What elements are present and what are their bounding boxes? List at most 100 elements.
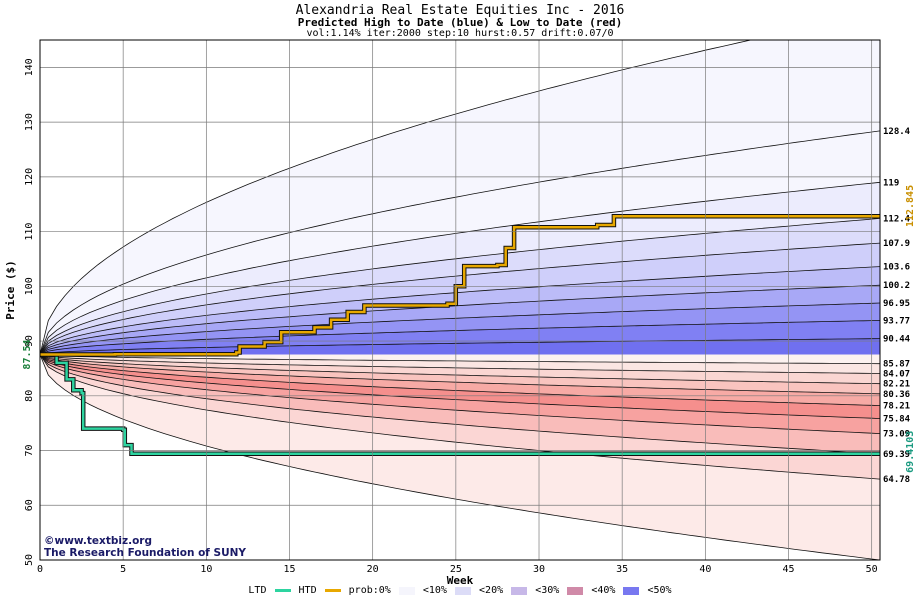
band-end-label: 119 <box>883 178 899 188</box>
lower-band-line-8 <box>40 354 880 480</box>
lower-band-line-3 <box>40 354 880 395</box>
band-end-label: 75.84 <box>883 415 911 425</box>
band-end-label: 128.4 <box>883 127 911 137</box>
upper-band-5 <box>40 243 880 355</box>
band-end-label: 84.07 <box>883 370 910 380</box>
legend-item-50: <50% <box>647 585 672 596</box>
htd-final-label: 112.845 <box>905 185 916 227</box>
lower-band-6 <box>40 354 880 434</box>
upper-band-0 <box>40 338 880 355</box>
x-tick-label: 5 <box>120 564 126 575</box>
band-end-label: 90.44 <box>883 335 911 345</box>
lower-band-line-5 <box>40 354 880 419</box>
credit-url-text: www.textbiz.org <box>54 535 152 547</box>
lower-band-5 <box>40 354 880 419</box>
x-tick-label: 45 <box>782 564 794 575</box>
ltd-final-label: 69.4103 <box>905 431 916 473</box>
upper-band-3 <box>40 285 880 355</box>
x-tick-label: 0 <box>37 564 43 575</box>
lower-band-line-7 <box>40 354 880 455</box>
y-axis-label: Price ($) <box>4 260 17 320</box>
y-tick-label: 90 <box>24 335 35 347</box>
legend-prob-label: prob:0% <box>348 585 391 596</box>
x-tick-label: 10 <box>200 564 212 575</box>
band-end-label: 96.95 <box>883 299 910 309</box>
upper-band-9 <box>40 40 880 355</box>
plot-border <box>39 39 881 561</box>
lower-band-line-0 <box>40 354 880 365</box>
band-end-label: 107.9 <box>883 239 910 249</box>
y-tick-label: 120 <box>24 168 35 186</box>
band-end-label: 64.78 <box>883 475 910 485</box>
band-end-label: 112.4 <box>883 214 911 224</box>
legend-ltd-label: LTD <box>248 585 267 596</box>
band-end-label: 69.39 <box>883 450 910 460</box>
x-tick-label: 50 <box>866 564 878 575</box>
upper-band-line-6 <box>40 218 880 355</box>
band-end-label: 82.21 <box>883 380 910 390</box>
upper-band-line-5 <box>40 242 880 355</box>
y-tick-label: 130 <box>24 113 35 131</box>
upper-band-line-2 <box>40 302 880 355</box>
legend-swatch-30 <box>511 586 528 595</box>
lower-band-9 <box>40 354 880 560</box>
x-tick-label: 35 <box>616 564 628 575</box>
legend-swatch-10 <box>398 586 415 595</box>
bands-group <box>40 40 880 560</box>
lower-band-0 <box>40 354 880 364</box>
legend-htd-label: HTD <box>298 585 317 596</box>
upper-band-2 <box>40 303 880 355</box>
lower-band-3 <box>40 354 880 394</box>
ltd-series-line <box>40 353 880 456</box>
legend-ltd-swatch <box>274 589 291 592</box>
x-tick-label: 30 <box>533 564 545 575</box>
upper-band-line-3 <box>40 284 880 355</box>
y-tick-label: 60 <box>24 499 35 511</box>
y-tick-label: 140 <box>24 58 35 76</box>
upper-band-line-0 <box>40 338 880 355</box>
band-end-label: 73.09 <box>883 430 910 440</box>
y-tick-label: 70 <box>24 445 35 457</box>
lower-band-2 <box>40 354 880 384</box>
band-end-label: 100.2 <box>883 281 910 291</box>
y-tick-label: 80 <box>24 390 35 402</box>
lower-band-line-1 <box>40 354 880 374</box>
upper-band-line-8 <box>40 130 880 355</box>
x-axis-label: Week <box>447 574 474 587</box>
band-end-label: 85.87 <box>883 360 910 370</box>
y-tick-label: 100 <box>24 277 35 295</box>
outer-lower-envelope <box>40 354 880 560</box>
start-price-label: 87.54 <box>22 339 33 369</box>
band-end-label: 103.6 <box>883 263 910 273</box>
credit-org: The Research Foundation of SUNY <box>44 547 247 559</box>
upper-band-7 <box>40 182 880 355</box>
legend-item-20: <20% <box>479 585 504 596</box>
lower-band-line-2 <box>40 354 880 385</box>
upper-band-4 <box>40 266 880 355</box>
x-tick-label: 25 <box>450 564 462 575</box>
x-tick-label: 15 <box>283 564 295 575</box>
legend-swatch-20 <box>455 586 471 595</box>
htd-series-line <box>40 215 880 356</box>
band-end-label: 93.77 <box>883 316 910 326</box>
lower-band-line-6 <box>40 354 880 434</box>
chart-subtitle: Predicted High to Date (blue) & Low to D… <box>297 16 623 29</box>
lower-band-7 <box>40 354 880 454</box>
chart-title: Alexandria Real Estate Equities Inc - 20… <box>295 3 625 18</box>
outer-upper-envelope <box>40 40 753 355</box>
upper-band-line-4 <box>40 266 880 355</box>
lower-band-line-4 <box>40 354 880 406</box>
lower-band-8 <box>40 354 880 480</box>
legend-item-30: <30% <box>535 585 560 596</box>
y-tick-label: 50 <box>24 554 35 566</box>
legend: LTD HTD prob:0% <10% <20% <30% <40% <50% <box>0 585 920 597</box>
legend-htd-swatch <box>324 589 341 592</box>
credit-url[interactable]: ©www.textbiz.org <box>44 535 152 547</box>
upper-band-line-1 <box>40 320 880 355</box>
legend-item-40: <40% <box>591 585 616 596</box>
legend-swatch-50 <box>623 586 640 595</box>
x-tick-label: 40 <box>699 564 711 575</box>
chart-params: vol:1.14% iter:2000 step:10 hurst:0.57 d… <box>306 28 614 39</box>
band-end-label: 80.36 <box>883 390 910 400</box>
